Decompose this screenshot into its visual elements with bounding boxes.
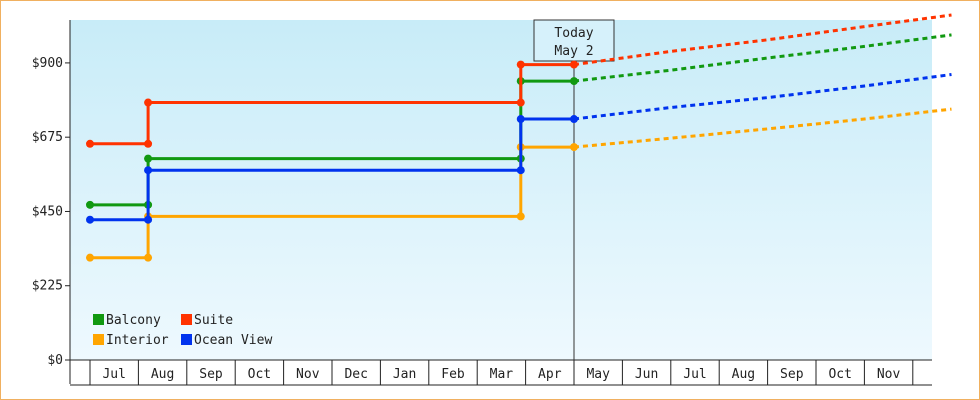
data-point-interior — [570, 143, 578, 152]
series-forecast-suite — [573, 13, 952, 67]
data-point-balcony — [86, 200, 94, 209]
data-point-suite — [570, 60, 578, 69]
plot-area — [70, 20, 932, 360]
x-tick-label: Mar — [490, 367, 514, 382]
y-tick-label: $900 — [32, 56, 63, 71]
x-tick-label: Jun — [635, 367, 658, 382]
legend-label-ocean-view: Ocean View — [194, 333, 272, 348]
x-tick-label: Apr — [538, 367, 562, 382]
legend-label-balcony: Balcony — [106, 313, 161, 328]
data-point-interior — [144, 253, 153, 262]
x-tick-label: Aug — [732, 367, 755, 382]
series-line-interior — [90, 145, 574, 260]
x-tick-label: Nov — [296, 367, 320, 382]
data-point-ocean-view — [516, 166, 525, 175]
legend-swatch-balcony — [93, 314, 104, 325]
data-point-suite — [516, 60, 525, 69]
data-point-suite — [516, 98, 525, 107]
data-point-balcony — [570, 77, 578, 86]
x-tick-label: May — [586, 367, 610, 382]
x-tick-label: Dec — [344, 367, 367, 382]
x-tick-label: Oct — [248, 367, 271, 382]
today-label: Today — [554, 26, 593, 41]
today-marker: Today May 2 — [533, 19, 615, 360]
series-line-balcony — [90, 79, 574, 207]
x-tick-label: Jul — [102, 367, 125, 382]
x-tick-label: Aug — [151, 367, 174, 382]
data-point-ocean-view — [516, 115, 525, 124]
y-tick-label: $225 — [32, 279, 63, 294]
x-axis: Jul Aug Sep Oct Nov Dec Jan Feb Mar Apr May Jun Jul A… — [70, 359, 932, 386]
legend-swatch-interior — [93, 334, 104, 345]
x-tick-label: Jan — [393, 367, 416, 382]
legend-swatch-ocean-view — [181, 334, 192, 345]
y-axis: $0 $225 $450 $675 $900 — [32, 20, 71, 384]
data-point-interior — [86, 253, 94, 262]
data-point-ocean-view — [144, 166, 153, 175]
x-tick-label: Sep — [780, 367, 804, 382]
data-point-ocean-view — [570, 115, 578, 124]
data-point-balcony — [144, 154, 153, 163]
y-tick-label: $0 — [47, 353, 63, 368]
x-tick-label: Sep — [199, 367, 223, 382]
x-tick-label: Oct — [828, 367, 851, 382]
x-tick-label: Nov — [877, 367, 901, 382]
data-point-suite — [144, 98, 153, 107]
y-tick-label: $675 — [32, 130, 63, 145]
legend-label-suite: Suite — [194, 313, 233, 328]
legend: Balcony Suite Interior Ocean View — [93, 313, 272, 348]
series-forecast-ocean-view — [573, 73, 952, 121]
data-point-suite — [86, 139, 94, 148]
data-point-ocean-view — [144, 215, 153, 224]
series-forecast-balcony — [573, 33, 952, 83]
x-tick-label: Feb — [441, 367, 465, 382]
today-box — [533, 19, 615, 62]
today-date: May 2 — [554, 44, 593, 59]
x-tick-label: Jul — [683, 367, 706, 382]
series-layer — [86, 13, 952, 262]
data-point-interior — [516, 212, 525, 221]
y-tick-label: $450 — [32, 204, 63, 219]
data-point-suite — [144, 139, 153, 148]
series-line-ocean-view — [90, 117, 574, 222]
legend-label-interior: Interior — [106, 333, 169, 348]
series-line-suite — [90, 63, 574, 146]
data-point-ocean-view — [86, 215, 94, 224]
series-forecast-interior — [573, 107, 952, 149]
legend-swatch-suite — [181, 314, 192, 325]
